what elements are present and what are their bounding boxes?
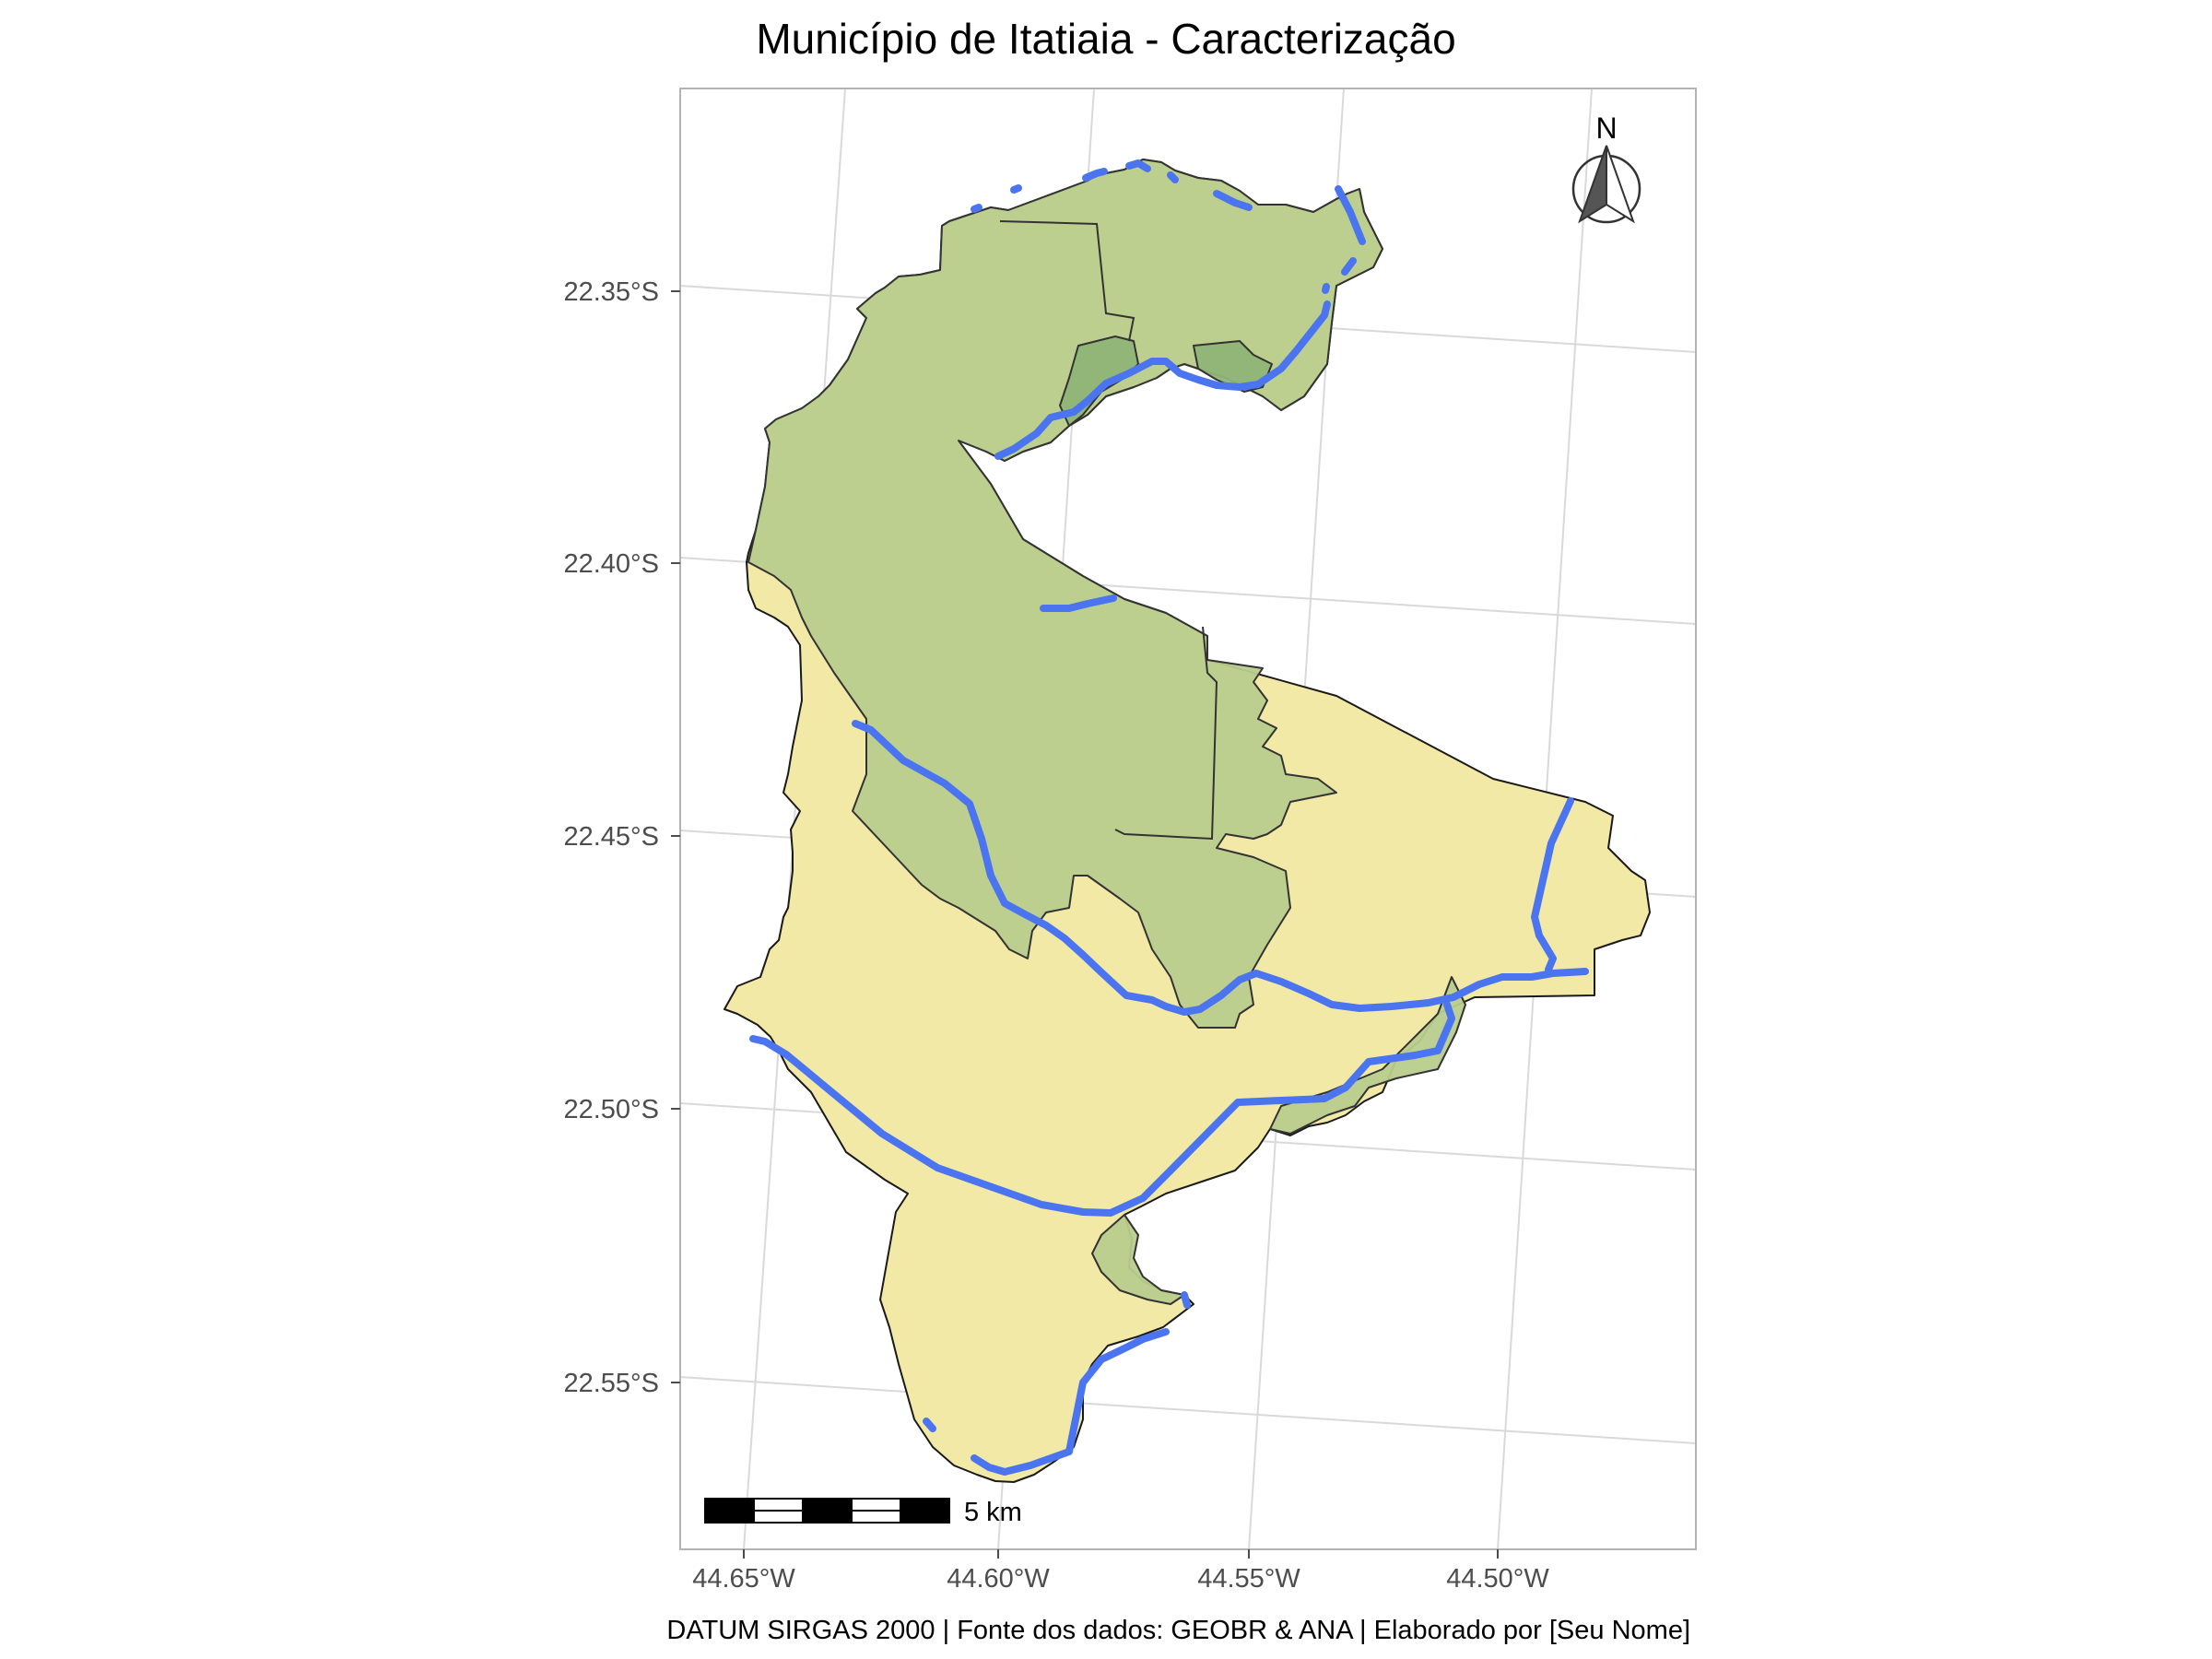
north-arrow-icon	[1578, 145, 1607, 224]
river	[1335, 185, 1366, 245]
north-arrow-label: N	[1595, 112, 1617, 145]
x-axis-label: 44.55°W	[1197, 1564, 1300, 1594]
y-axis-labels: 22.35°S 22.40°S 22.45°S 22.50°S 22.55°S	[563, 277, 659, 1398]
scale-bar-label: 5 km	[964, 1498, 1022, 1527]
river	[1010, 184, 1022, 194]
river	[1040, 594, 1117, 612]
scale-bar-segment	[900, 1498, 950, 1524]
river	[923, 1418, 936, 1432]
river	[1531, 797, 1574, 973]
river-layer	[749, 159, 1589, 1476]
x-axis-label: 44.50°W	[1446, 1564, 1549, 1594]
river	[1213, 190, 1253, 211]
river	[749, 1001, 1455, 1217]
grid-line-lon-4465	[743, 88, 846, 1549]
protected-area-internal-boundary	[1114, 626, 1218, 841]
river	[971, 1328, 1170, 1476]
river	[1341, 257, 1357, 276]
river	[1167, 171, 1179, 183]
river	[994, 300, 1331, 460]
scale-bar: 5 km	[704, 1498, 1022, 1527]
y-axis-label: 22.50°S	[563, 1095, 659, 1124]
river	[971, 204, 982, 213]
map-panel-border	[679, 88, 1697, 1550]
x-axis-labels: 44.65°W 44.60°W 44.55°W 44.50°W	[692, 1564, 1549, 1594]
x-axis-label: 44.65°W	[692, 1564, 795, 1594]
x-axis-label: 44.60°W	[947, 1564, 1050, 1594]
map-caption: DATUM SIRGAS 2000 | Fonte dos dados: GEO…	[666, 1616, 1690, 1645]
y-axis-label: 22.40°S	[563, 549, 659, 579]
axis-ticks	[671, 290, 1499, 1559]
river	[852, 720, 1589, 1016]
protected-area-overlap	[1193, 340, 1273, 393]
river	[1181, 1291, 1191, 1309]
scale-bar-segment	[704, 1498, 755, 1524]
y-axis-label: 22.45°S	[563, 822, 659, 852]
river	[1125, 159, 1151, 172]
river	[1322, 283, 1330, 294]
north-arrow: N	[1571, 112, 1641, 224]
north-arrow-icon	[1606, 145, 1635, 224]
protected-area	[1091, 1214, 1185, 1305]
river	[1082, 168, 1108, 182]
protected-area-internal-boundary	[999, 220, 1135, 342]
grid-line-lat-2255	[680, 1376, 1696, 1444]
map-title: Município de Itatiaia - Caracterização	[756, 15, 1455, 63]
y-axis-label: 22.35°S	[563, 277, 659, 307]
y-axis-label: 22.55°S	[563, 1369, 659, 1398]
